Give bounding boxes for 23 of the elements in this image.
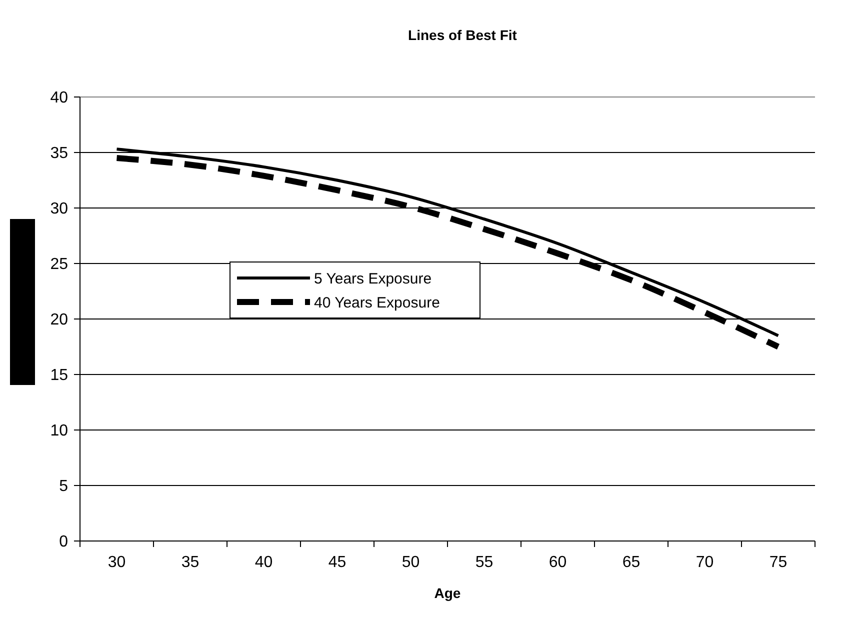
x-tick-label: 50 [402,554,420,571]
x-tick-label: 65 [622,554,640,571]
y-tick-label: 15 [50,367,68,384]
y-tick-label: 40 [50,90,68,107]
x-tick-label: 35 [181,554,200,571]
x-tick-label: 75 [769,554,788,571]
y-tick-label: 20 [50,312,68,329]
y-tick-label: 0 [59,534,68,551]
x-tick-label: 45 [328,554,346,571]
y-tick-label: 25 [50,256,68,274]
y-tick-label: 10 [50,422,68,440]
x-tick-label: 30 [108,554,126,571]
y-tick-label: 5 [59,478,68,496]
x-tick-label: 70 [696,554,714,571]
y-tick-label: 35 [50,145,68,162]
chart-title: Lines of Best Fit [408,27,518,43]
x-axis-title: Age [434,585,461,601]
legend-label: 5 Years Exposure [314,270,432,288]
x-tick-label: 40 [254,554,273,571]
x-tick-label: 55 [475,554,494,571]
legend-label: 40 Years Exposure [314,294,440,312]
x-tick-label: 60 [548,554,567,571]
y-tick-label: 30 [50,200,68,218]
